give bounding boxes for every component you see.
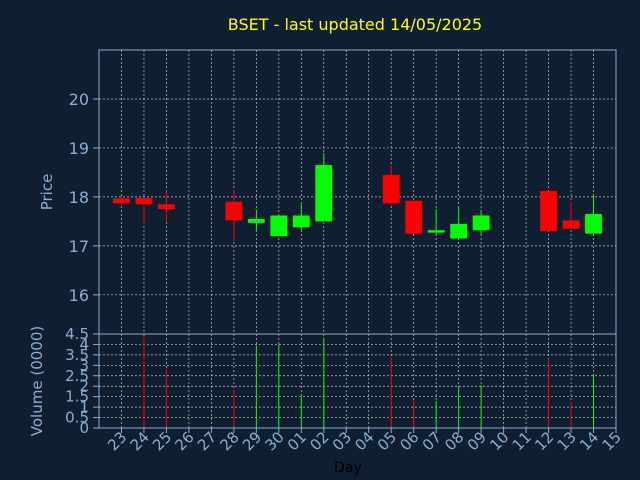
price-axis-label: Price (38, 174, 56, 211)
volume-grid (99, 333, 616, 429)
volume-y-ticks: 00.511.522.533.544.5 (65, 325, 99, 437)
price-y-ticks: 16 17 18 19 20 (69, 90, 99, 305)
candle-body (135, 197, 153, 205)
price-tick-label: 20 (69, 90, 89, 109)
volume-tick-label: 2.5 (65, 367, 89, 385)
candle-body (427, 230, 445, 233)
volume-axis-label: Volume (0000) (28, 326, 46, 436)
price-panel-frame (98, 49, 617, 335)
candle-body (472, 215, 490, 231)
candle-body (158, 204, 175, 210)
volume-bars (143, 337, 595, 428)
x-axis-ticks: 2324252627282930010203040506070809101112… (104, 428, 625, 454)
candle-body (540, 191, 557, 232)
volume-panel-frame (98, 333, 617, 429)
candle-body (585, 214, 602, 234)
price-tick-label: 18 (69, 188, 89, 207)
candle-body (562, 220, 580, 229)
price-tick-label: 17 (69, 237, 89, 256)
volume-tick-label: 1 (79, 398, 89, 416)
volume-tick-label: 3 (79, 356, 89, 374)
volume-tick-label: 0 (79, 419, 89, 437)
candle-body (450, 223, 468, 239)
price-tick-label: 16 (69, 286, 89, 305)
volume-tick-label: 0.5 (65, 409, 89, 427)
candle-body (247, 218, 265, 223)
volume-tick-label: 2 (79, 377, 89, 395)
candle-body (292, 215, 310, 228)
volume-tick-label: 4 (79, 335, 89, 353)
candle-body (382, 174, 400, 204)
x-axis-label: Day (334, 460, 362, 476)
price-tick-label: 19 (69, 139, 89, 158)
candle-body (270, 215, 288, 237)
volume-tick-label: 1.5 (65, 388, 89, 406)
price-grid (99, 50, 616, 334)
x-tick-label: 15 (599, 428, 625, 454)
candles (113, 152, 602, 241)
candle-body (405, 200, 423, 234)
volume-tick-label: 3.5 (65, 346, 89, 364)
volume-tick-label: 4.5 (65, 325, 89, 343)
candle-body (225, 201, 243, 221)
chart-title: BSET - last updated 14/05/2025 (228, 15, 482, 34)
candle-body (315, 165, 333, 222)
candle-body (113, 198, 130, 204)
